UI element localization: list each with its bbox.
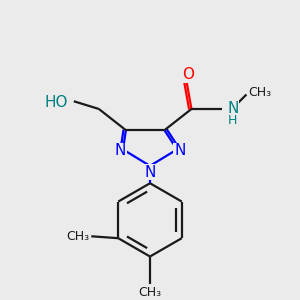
Text: O: O — [183, 67, 195, 82]
Text: CH₃: CH₃ — [66, 230, 89, 243]
Text: N: N — [114, 143, 126, 158]
Text: H: H — [228, 114, 238, 127]
Text: HO: HO — [44, 95, 68, 110]
Text: N: N — [144, 165, 156, 180]
Text: N: N — [227, 101, 238, 116]
Text: N: N — [174, 143, 186, 158]
Text: CH₃: CH₃ — [138, 286, 162, 299]
Text: CH₃: CH₃ — [248, 86, 272, 99]
